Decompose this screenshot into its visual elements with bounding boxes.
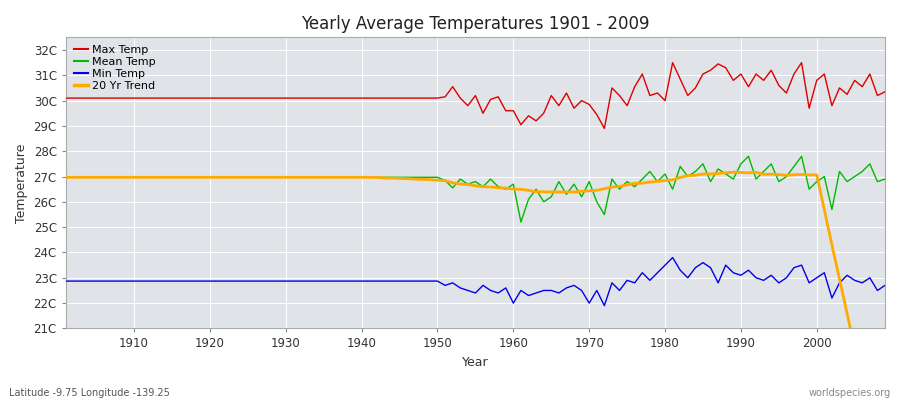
- Title: Yearly Average Temperatures 1901 - 2009: Yearly Average Temperatures 1901 - 2009: [302, 15, 650, 33]
- Legend: Max Temp, Mean Temp, Min Temp, 20 Yr Trend: Max Temp, Mean Temp, Min Temp, 20 Yr Tre…: [70, 40, 160, 96]
- X-axis label: Year: Year: [462, 356, 489, 369]
- Text: worldspecies.org: worldspecies.org: [809, 388, 891, 398]
- Y-axis label: Temperature: Temperature: [15, 143, 28, 222]
- Text: Latitude -9.75 Longitude -139.25: Latitude -9.75 Longitude -139.25: [9, 388, 170, 398]
